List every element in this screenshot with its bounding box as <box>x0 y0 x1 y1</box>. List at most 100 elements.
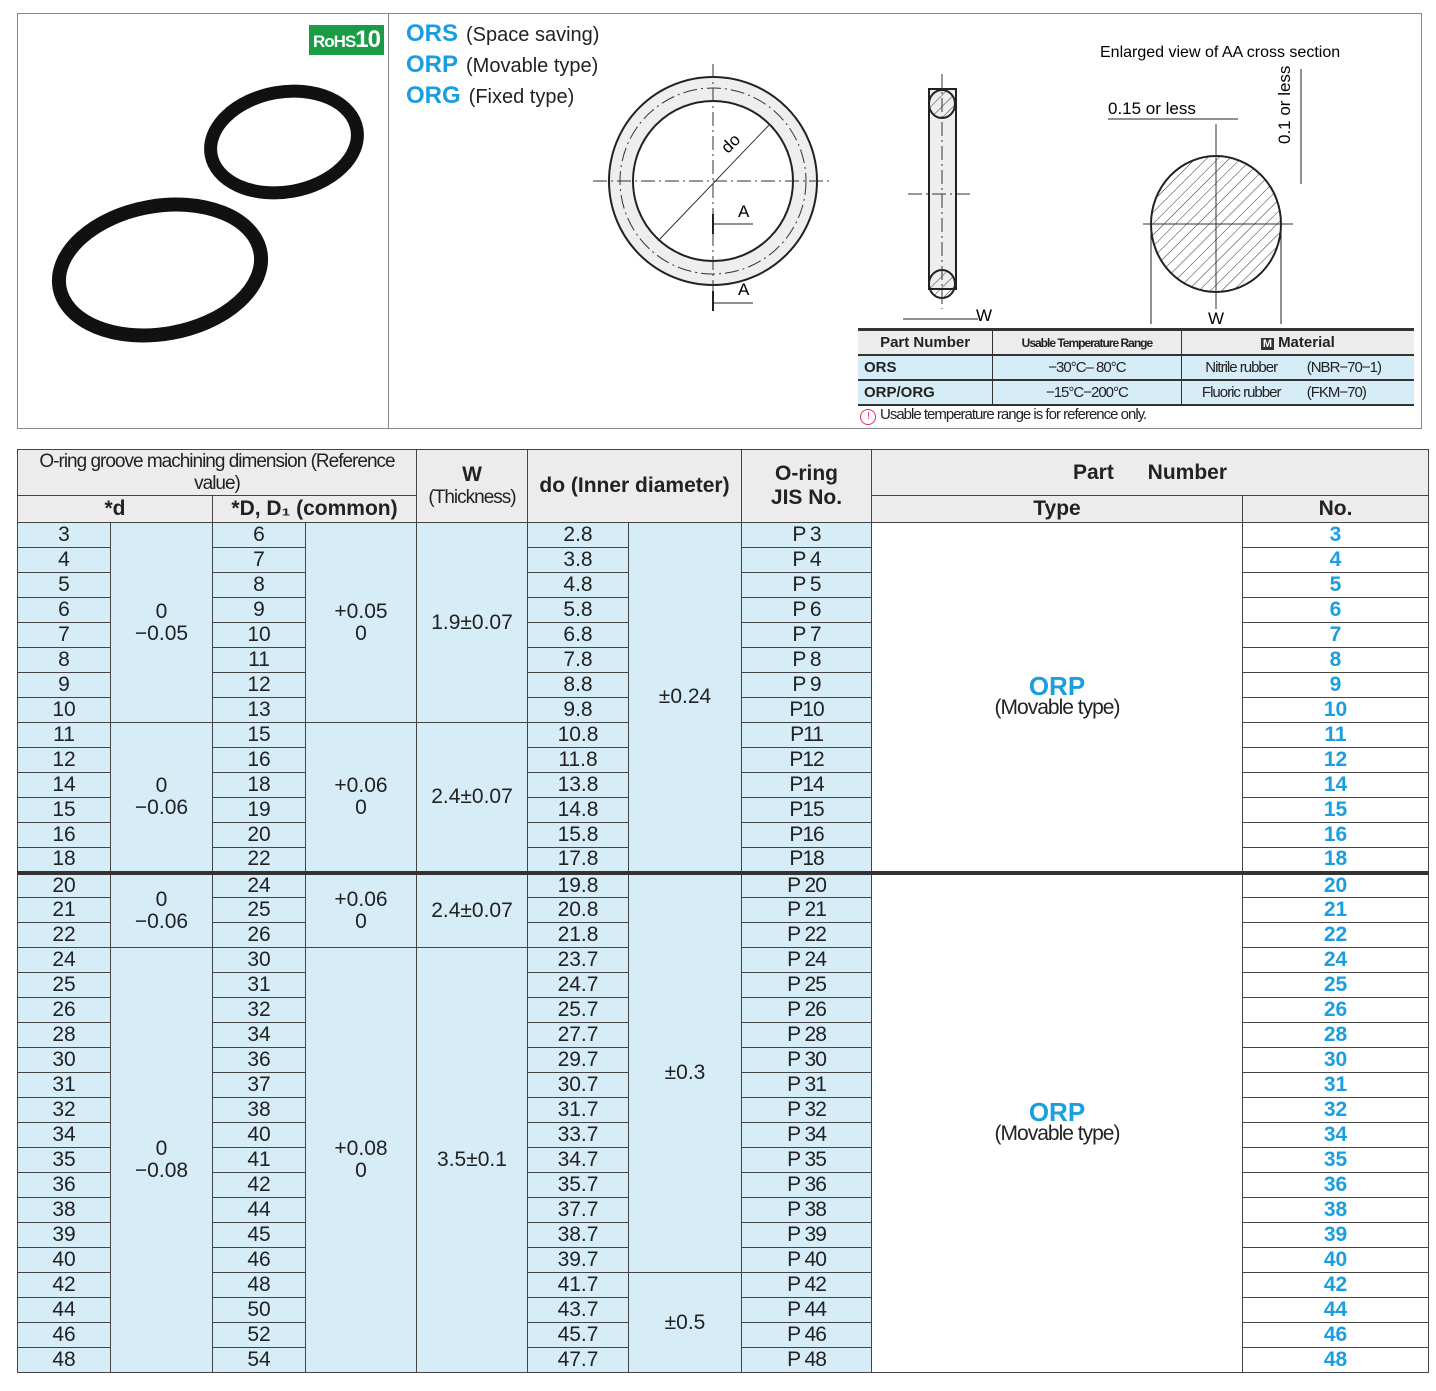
part-no-link[interactable]: 42 <box>1242 1272 1429 1298</box>
part-no-link[interactable]: 31 <box>1242 1072 1429 1098</box>
jis-number: P 5 <box>741 572 872 598</box>
d-value: 38 <box>17 1197 111 1223</box>
header-part-number: Part Number <box>871 449 1429 496</box>
inner-diameter: 37.7 <box>527 1197 629 1223</box>
part-no-link[interactable]: 40 <box>1242 1247 1429 1273</box>
part-no-link[interactable]: 4 <box>1242 547 1429 573</box>
table-row: 26 32 25.7 P 26 26 <box>17 997 1429 1023</box>
inner-diameter: 4.8 <box>527 572 629 598</box>
part-no-link[interactable]: 35 <box>1242 1147 1429 1173</box>
part: ORP/ORG <box>858 380 993 406</box>
part-no-link[interactable]: 46 <box>1242 1322 1429 1348</box>
type-cell: ORP (Movable type) <box>871 870 1243 1373</box>
part-no-link[interactable]: 38 <box>1242 1197 1429 1223</box>
part-no-link[interactable]: 25 <box>1242 972 1429 998</box>
header-jis: O-ring JIS No. <box>741 449 872 523</box>
section-a-label: A <box>738 202 750 221</box>
part-no-link[interactable]: 28 <box>1242 1022 1429 1048</box>
part-no-link[interactable]: 7 <box>1242 622 1429 648</box>
part-no-link[interactable]: 11 <box>1242 722 1429 748</box>
jis-number: P12 <box>741 747 872 773</box>
part-no-link[interactable]: 9 <box>1242 672 1429 698</box>
part-no-link[interactable]: 39 <box>1242 1222 1429 1248</box>
jis-number: P 48 <box>741 1347 872 1373</box>
dimension-table: O-ring groove machining dimension (Refer… <box>17 449 1429 1373</box>
part-no-link[interactable]: 32 <box>1242 1097 1429 1123</box>
side-view: W <box>903 74 992 324</box>
jis-number: P 7 <box>741 622 872 648</box>
part-no-link[interactable]: 48 <box>1242 1347 1429 1373</box>
part-no-link[interactable]: 12 <box>1242 747 1429 773</box>
header-no: No. <box>1242 495 1429 523</box>
D-value: 38 <box>212 1097 306 1123</box>
table-row: 32 38 31.7 P 32 32 <box>17 1097 1429 1123</box>
part-no-link[interactable]: 5 <box>1242 572 1429 598</box>
d-value: 6 <box>17 597 111 623</box>
D-value: 37 <box>212 1072 306 1098</box>
table-row: 20 0 −0.06 24 +0.06 0 2.4±0.07 19.8 ±0.3 P 20 ORP(… <box>17 870 1429 1373</box>
D-tolerance: +0.05 0 <box>305 522 417 723</box>
part-no-link[interactable]: 21 <box>1242 897 1429 923</box>
D-value: 25 <box>212 897 306 923</box>
do-tolerance: ±0.24 <box>628 522 742 873</box>
part-no-link[interactable]: 44 <box>1242 1297 1429 1323</box>
part-no-link[interactable]: 10 <box>1242 697 1429 723</box>
inner-diameter: 38.7 <box>527 1222 629 1248</box>
jis-number: P15 <box>741 797 872 823</box>
tolerance-line: +0.05 <box>334 599 388 623</box>
grade: (FKM−70) <box>1300 380 1414 406</box>
jis-number: P 22 <box>741 922 872 948</box>
d-value: 3 <box>17 522 111 548</box>
jis-number: P 46 <box>741 1322 872 1348</box>
inner-diameter: 34.7 <box>527 1147 629 1173</box>
tolerance-line: −0.06 <box>134 795 189 819</box>
part-no-link[interactable]: 24 <box>1242 947 1429 973</box>
tolerance-line: 0 <box>355 795 367 819</box>
table-row: 25 31 24.7 P 25 25 <box>17 972 1429 998</box>
D-tolerance: +0.08 0 <box>305 947 417 1373</box>
part-no-link[interactable]: 22 <box>1242 922 1429 948</box>
jis-number: P 36 <box>741 1172 872 1198</box>
part-no-link[interactable]: 8 <box>1242 647 1429 673</box>
part-no-link[interactable]: 14 <box>1242 772 1429 798</box>
part-no-link[interactable]: 3 <box>1242 522 1429 548</box>
col-temp-range: Usable Temperature Range <box>992 328 1182 356</box>
d-value: 34 <box>17 1122 111 1148</box>
tolerance-line: 0 <box>355 1159 367 1182</box>
part-no-link[interactable]: 6 <box>1242 597 1429 623</box>
part-no-link[interactable]: 36 <box>1242 1172 1429 1198</box>
d-value: 22 <box>17 922 111 948</box>
d-value: 4 <box>17 547 111 573</box>
inner-diameter: 35.7 <box>527 1172 629 1198</box>
oring-label: O-ring <box>775 462 838 485</box>
part-no-link[interactable]: 18 <box>1242 847 1429 873</box>
d-value: 11 <box>17 722 111 748</box>
col-part-number: Part Number <box>858 328 993 356</box>
part-no-link[interactable]: 30 <box>1242 1047 1429 1073</box>
tolerance-line: −0.06 <box>134 909 189 933</box>
inner-diameter: 3.8 <box>527 547 629 573</box>
material-table: Part Number Usable Temperature Range M Mate… <box>858 328 1414 406</box>
part-no-link[interactable]: 34 <box>1242 1122 1429 1148</box>
d-value: 39 <box>17 1222 111 1248</box>
inner-diameter: 31.7 <box>527 1097 629 1123</box>
inner-diameter: 17.8 <box>527 847 629 873</box>
header-do: do (Inner diameter) <box>527 449 742 523</box>
D-value: 48 <box>212 1272 306 1298</box>
part-no-link[interactable]: 16 <box>1242 822 1429 848</box>
part-no-link[interactable]: 26 <box>1242 997 1429 1023</box>
type-cell: ORP (Movable type) <box>871 522 1243 873</box>
D-value: 45 <box>212 1222 306 1248</box>
d-value: 36 <box>17 1172 111 1198</box>
jis-number: P18 <box>741 847 872 873</box>
part-no-link[interactable]: 15 <box>1242 797 1429 823</box>
inner-diameter: 23.7 <box>527 947 629 973</box>
note-text: Usable temperature range is for referenc… <box>880 406 1147 423</box>
thickness-label: (Thickness) <box>428 487 516 508</box>
D-value: 50 <box>212 1297 306 1323</box>
table-row: 28 34 27.7 P 28 28 <box>17 1022 1429 1048</box>
D-value: 9 <box>212 597 306 623</box>
type-code: ORP <box>1028 1097 1086 1128</box>
inner-diameter: 39.7 <box>527 1247 629 1273</box>
part-no-link[interactable]: 20 <box>1242 870 1429 898</box>
